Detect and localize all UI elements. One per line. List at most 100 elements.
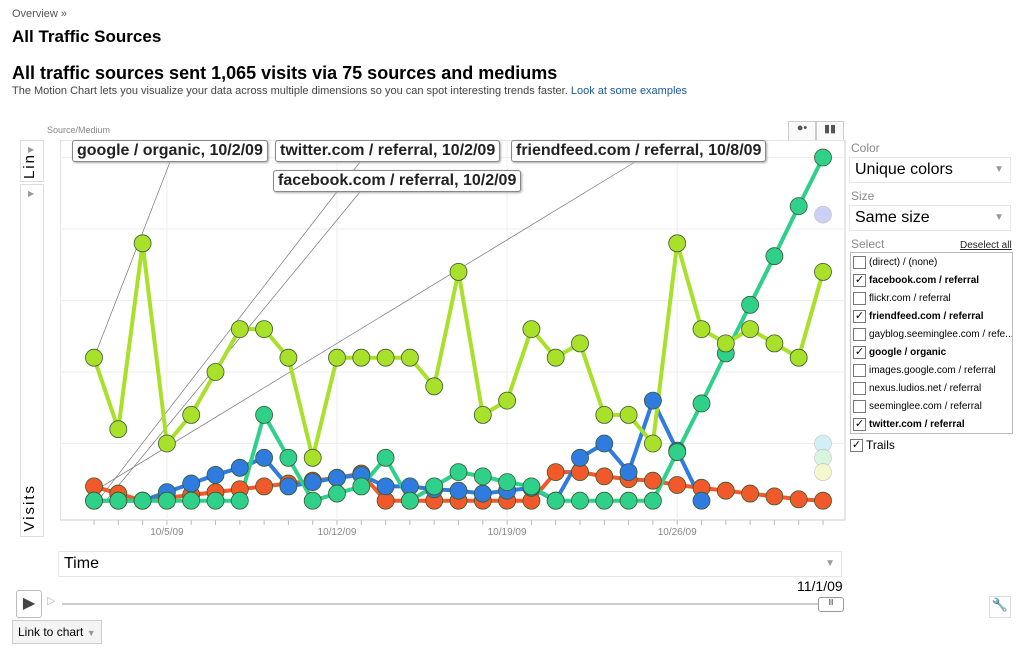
data-point-bubble[interactable] bbox=[376, 348, 395, 367]
data-point-bubble[interactable] bbox=[595, 405, 614, 424]
data-point-bubble[interactable] bbox=[133, 234, 152, 253]
data-point-bubble[interactable] bbox=[279, 348, 298, 367]
data-point-bubble[interactable] bbox=[741, 320, 759, 339]
data-point-bubble[interactable] bbox=[619, 491, 638, 510]
play-button[interactable]: ▶ bbox=[16, 590, 42, 618]
examples-link[interactable]: Look at some examples bbox=[570, 85, 688, 97]
data-point-bubble[interactable] bbox=[449, 463, 468, 482]
data-point-bubble[interactable] bbox=[765, 334, 784, 353]
data-point-bubble[interactable] bbox=[692, 491, 711, 510]
x-metric-dropdown[interactable]: Time ▼ bbox=[58, 551, 842, 577]
data-point-bubble[interactable] bbox=[668, 443, 687, 461]
select-item[interactable]: images.google.com / referral bbox=[851, 361, 1012, 379]
data-point-bubble[interactable] bbox=[644, 491, 662, 510]
data-point-bubble[interactable] bbox=[376, 448, 395, 467]
select-item[interactable]: seeminglee.com / referral bbox=[851, 397, 1012, 415]
data-point-bubble[interactable] bbox=[328, 484, 346, 503]
data-point-bubble[interactable] bbox=[182, 491, 201, 510]
breadcrumb[interactable]: Overview » bbox=[12, 8, 68, 20]
checkbox[interactable] bbox=[853, 327, 866, 341]
time-slider-track[interactable] bbox=[62, 603, 842, 605]
unselected-bubble[interactable] bbox=[814, 463, 832, 481]
select-item[interactable]: ✓ facebook.com / referral bbox=[851, 271, 1012, 289]
data-point-bubble[interactable] bbox=[400, 491, 419, 510]
data-point-bubble[interactable] bbox=[522, 477, 541, 496]
data-point-bubble[interactable] bbox=[498, 391, 517, 410]
data-point-bubble[interactable] bbox=[206, 491, 225, 510]
data-point-bubble[interactable] bbox=[425, 477, 444, 496]
checkbox[interactable] bbox=[853, 255, 866, 269]
data-point-bubble[interactable] bbox=[85, 348, 103, 367]
select-item[interactable]: ✓ friendfeed.com / referral bbox=[851, 307, 1012, 325]
data-point-bubble[interactable] bbox=[328, 468, 346, 487]
data-point-bubble[interactable] bbox=[765, 247, 784, 266]
deselect-all-link[interactable]: Deselect all bbox=[960, 240, 1012, 251]
select-item[interactable]: ✓ google / organic bbox=[851, 343, 1012, 361]
size-dropdown[interactable]: Same size ▼ bbox=[849, 205, 1011, 231]
data-point-bubble[interactable] bbox=[352, 348, 371, 367]
data-point-bubble[interactable] bbox=[571, 448, 589, 467]
checkbox[interactable]: ✓ bbox=[853, 417, 866, 431]
data-point-bubble[interactable] bbox=[716, 334, 735, 353]
data-point-bubble[interactable] bbox=[765, 487, 784, 506]
settings-button[interactable]: 🔧 bbox=[989, 596, 1011, 618]
data-point-bubble[interactable] bbox=[668, 234, 687, 253]
data-point-bubble[interactable] bbox=[328, 348, 346, 367]
bubble-chart-tab[interactable]: ●• bbox=[788, 121, 816, 141]
data-point-bubble[interactable] bbox=[85, 491, 103, 510]
motion-chart[interactable]: 10/5/0910/12/0910/19/0910/26/095-10-15-2… bbox=[60, 140, 850, 550]
data-point-bubble[interactable] bbox=[133, 491, 152, 510]
data-point-bubble[interactable] bbox=[158, 491, 176, 510]
data-point-bubble[interactable] bbox=[206, 363, 225, 381]
data-point-bubble[interactable] bbox=[109, 420, 128, 439]
checkbox[interactable]: ✓ bbox=[853, 345, 866, 359]
data-point-bubble[interactable] bbox=[255, 405, 274, 424]
data-point-bubble[interactable] bbox=[741, 484, 759, 503]
data-point-bubble[interactable] bbox=[255, 320, 274, 339]
data-point-bubble[interactable] bbox=[546, 491, 565, 510]
data-point-bubble[interactable] bbox=[255, 448, 274, 467]
select-item[interactable]: gayblog.seeminglee.com / refe... bbox=[851, 325, 1012, 343]
select-item[interactable]: ✓ twitter.com / referral bbox=[851, 415, 1012, 433]
color-dropdown[interactable]: Unique colors ▼ bbox=[849, 157, 1011, 183]
data-point-bubble[interactable] bbox=[425, 377, 444, 396]
data-point-bubble[interactable] bbox=[814, 148, 832, 167]
y-scale-button[interactable]: ▶ Lin bbox=[20, 140, 44, 182]
data-point-bubble[interactable] bbox=[741, 295, 759, 314]
data-point-bubble[interactable] bbox=[595, 467, 614, 486]
data-point-bubble[interactable] bbox=[692, 320, 711, 339]
data-point-bubble[interactable] bbox=[546, 463, 565, 482]
data-point-bubble[interactable] bbox=[230, 491, 249, 510]
checkbox[interactable] bbox=[853, 381, 866, 395]
data-point-bubble[interactable] bbox=[182, 405, 201, 424]
data-point-bubble[interactable] bbox=[571, 334, 589, 353]
data-point-bubble[interactable] bbox=[716, 481, 735, 500]
data-point-bubble[interactable] bbox=[473, 484, 492, 503]
data-point-bubble[interactable] bbox=[352, 477, 371, 496]
checkbox[interactable]: ✓ bbox=[853, 273, 866, 287]
data-point-bubble[interactable] bbox=[279, 477, 298, 496]
data-point-bubble[interactable] bbox=[595, 434, 614, 453]
data-point-bubble[interactable] bbox=[109, 491, 128, 510]
data-point-bubble[interactable] bbox=[279, 448, 298, 467]
checkbox[interactable] bbox=[853, 363, 866, 377]
data-point-bubble[interactable] bbox=[789, 197, 808, 216]
speed-control[interactable]: ▷ bbox=[47, 595, 56, 607]
data-point-bubble[interactable] bbox=[303, 448, 322, 467]
data-point-bubble[interactable] bbox=[644, 471, 662, 490]
select-item[interactable]: nexus.ludios.net / referral bbox=[851, 379, 1012, 397]
data-point-bubble[interactable] bbox=[619, 405, 638, 424]
data-point-bubble[interactable] bbox=[255, 477, 274, 496]
data-point-bubble[interactable] bbox=[814, 262, 832, 281]
data-point-bubble[interactable] bbox=[571, 491, 589, 510]
y-metric-button[interactable]: ▶ Visits bbox=[20, 184, 44, 537]
data-point-bubble[interactable] bbox=[814, 491, 832, 510]
data-point-bubble[interactable] bbox=[230, 458, 249, 477]
data-point-bubble[interactable] bbox=[158, 434, 176, 453]
data-point-bubble[interactable] bbox=[449, 262, 468, 281]
data-point-bubble[interactable] bbox=[206, 466, 225, 484]
data-point-bubble[interactable] bbox=[473, 405, 492, 424]
data-point-bubble[interactable] bbox=[400, 348, 419, 367]
data-point-bubble[interactable] bbox=[668, 476, 687, 494]
data-point-bubble[interactable] bbox=[303, 473, 322, 492]
